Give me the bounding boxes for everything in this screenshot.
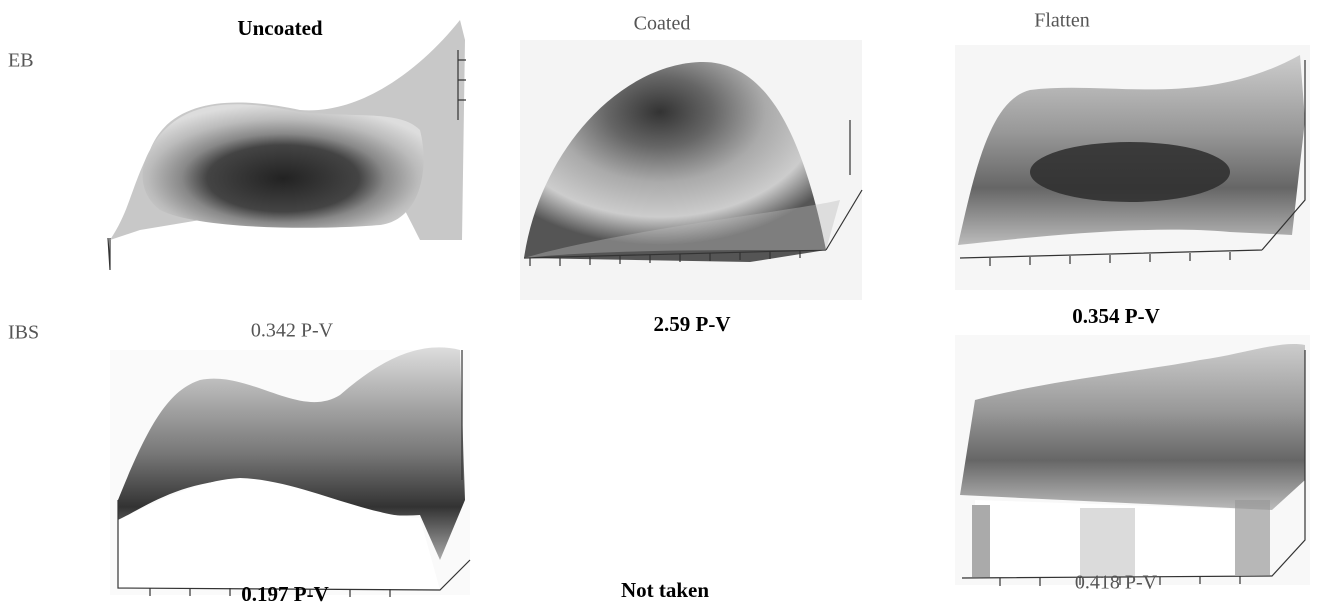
surface-plot: [107, 20, 466, 271]
caption: 2.59 P-V: [654, 312, 731, 336]
surface-plot: [955, 45, 1310, 290]
surface-plot: [520, 40, 863, 300]
row-label: IBS: [8, 322, 39, 344]
caption: 0.342 P-V: [251, 320, 334, 342]
column-header: Uncoated: [237, 16, 322, 40]
surface-plot: [110, 347, 471, 597]
column-header: Coated: [634, 13, 691, 35]
caption: 0.354 P-V: [1072, 304, 1160, 328]
row-label: EB: [8, 50, 34, 72]
caption: Not taken: [621, 578, 709, 602]
caption: 0.197 P-V: [241, 582, 329, 605]
column-header: Flatten: [1034, 10, 1090, 32]
caption: 0.418 P-V: [1075, 572, 1158, 594]
surface-plot: [955, 335, 1310, 586]
